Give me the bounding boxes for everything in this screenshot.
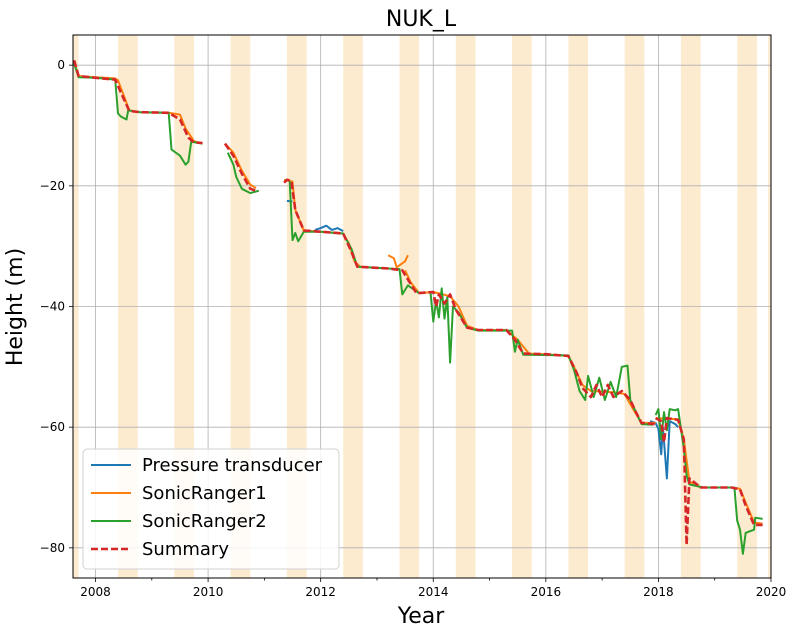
series-line-3 xyxy=(72,59,203,145)
y-axis-ticks: 0 −20 −40 −60 −80 xyxy=(40,58,73,555)
series-line-2 xyxy=(288,180,420,296)
legend-label: Pressure transducer xyxy=(142,455,323,476)
series-group xyxy=(72,59,763,555)
y-tick-label: 0 xyxy=(57,58,65,72)
grid-lines xyxy=(73,35,772,578)
legend-box xyxy=(82,448,340,570)
x-tick-label: 2008 xyxy=(80,585,111,599)
series-line-2 xyxy=(654,408,763,555)
x-axis-label: Year xyxy=(397,604,446,629)
legend: Pressure transducer SonicRanger1 SonicRang… xyxy=(82,448,340,570)
x-tick-label: 2014 xyxy=(418,585,449,599)
series-line-3 xyxy=(223,142,257,192)
y-tick-label: −80 xyxy=(40,541,65,555)
series-line-0 xyxy=(314,224,344,232)
x-tick-label: 2010 xyxy=(193,585,224,599)
x-tick-label: 2020 xyxy=(756,585,787,599)
y-tick-label: −60 xyxy=(40,420,65,434)
series-line-0 xyxy=(649,420,679,480)
x-axis-ticks: 2008 2010 2012 2014 2016 2018 2020 xyxy=(80,578,786,599)
legend-label: SonicRanger2 xyxy=(142,511,267,532)
x-tick-label: 2012 xyxy=(305,585,336,599)
series-line-1 xyxy=(387,254,409,269)
y-tick-label: −20 xyxy=(40,179,65,193)
series-line-3 xyxy=(654,416,763,547)
legend-label: Summary xyxy=(142,539,229,560)
series-line-3 xyxy=(283,178,656,426)
y-tick-label: −40 xyxy=(40,300,65,314)
chart-title: NUK_L xyxy=(386,7,457,32)
series-line-2 xyxy=(226,152,260,195)
x-tick-label: 2018 xyxy=(643,585,674,599)
x-tick-label: 2016 xyxy=(531,585,562,599)
legend-label: SonicRanger1 xyxy=(142,483,267,504)
y-axis-label: Height (m) xyxy=(3,248,28,366)
